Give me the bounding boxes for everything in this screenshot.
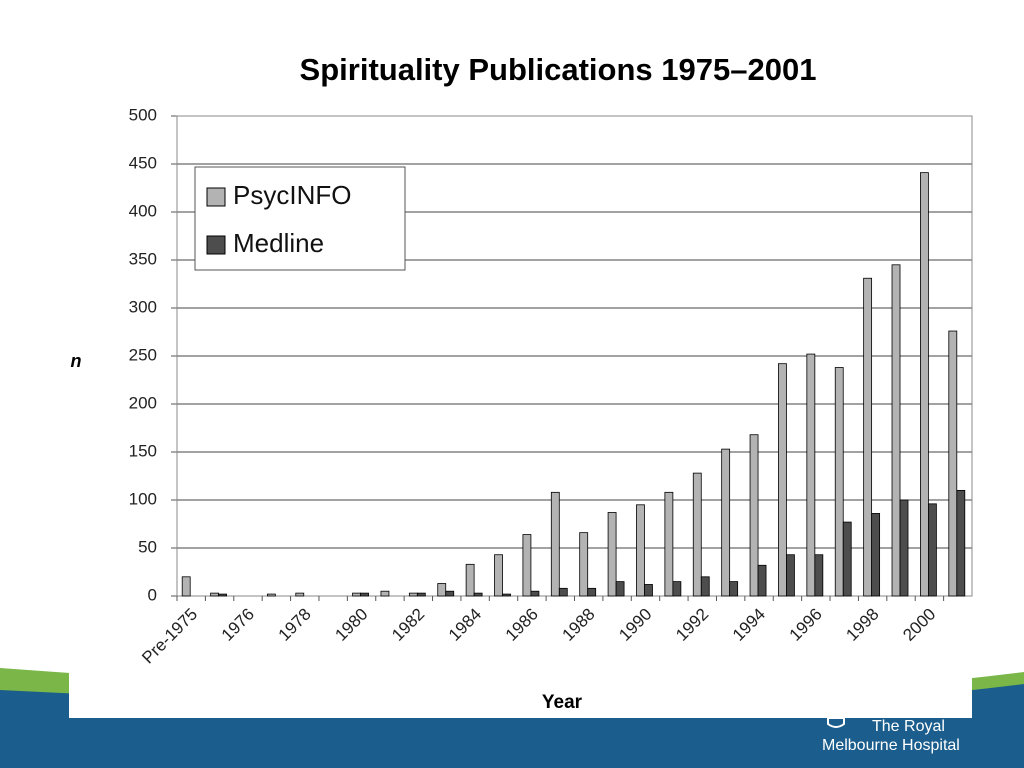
bar bbox=[607, 512, 617, 597]
bar bbox=[210, 592, 219, 597]
bar bbox=[473, 592, 483, 597]
x-axis-label: Year bbox=[542, 692, 583, 713]
bar bbox=[692, 472, 702, 597]
y-axis-label: n bbox=[71, 351, 82, 371]
bar bbox=[928, 503, 937, 597]
legend-swatch bbox=[206, 235, 226, 255]
bar bbox=[522, 534, 532, 597]
bar bbox=[664, 491, 674, 597]
y-tick-label: 150 bbox=[129, 441, 157, 460]
chart-title: Spirituality Publications 1975–2001 bbox=[300, 52, 817, 87]
bar bbox=[266, 593, 276, 597]
bar bbox=[437, 583, 447, 597]
bar bbox=[834, 367, 844, 597]
bar bbox=[749, 434, 759, 597]
y-tick-label: 450 bbox=[129, 153, 157, 172]
bar bbox=[778, 363, 787, 597]
bar bbox=[871, 513, 881, 597]
y-tick-label: 100 bbox=[129, 489, 157, 508]
y-tick-label: 500 bbox=[129, 105, 157, 124]
legend-label: PsycINFO bbox=[233, 180, 351, 210]
y-tick-label: 200 bbox=[129, 393, 157, 412]
bar bbox=[899, 499, 909, 597]
bar bbox=[502, 593, 511, 597]
bar bbox=[445, 590, 455, 597]
legend-box bbox=[194, 166, 406, 271]
y-tick-label: 350 bbox=[129, 249, 157, 268]
y-tick-label: 250 bbox=[129, 345, 157, 364]
bar bbox=[920, 172, 929, 597]
bar bbox=[615, 581, 625, 597]
bar bbox=[956, 489, 966, 597]
bar bbox=[948, 330, 958, 597]
bar bbox=[806, 353, 816, 597]
y-tick-label: 300 bbox=[129, 297, 157, 316]
legend-swatch bbox=[206, 187, 226, 207]
bar bbox=[587, 587, 597, 597]
bar bbox=[700, 576, 710, 597]
bar bbox=[558, 587, 568, 597]
logo-icon bbox=[827, 717, 845, 728]
bar bbox=[721, 448, 731, 597]
legend-label: Medline bbox=[233, 228, 324, 258]
bar bbox=[891, 264, 901, 597]
bar bbox=[814, 554, 824, 597]
bar bbox=[530, 590, 540, 597]
bar bbox=[672, 581, 682, 597]
bar bbox=[352, 592, 361, 597]
bar bbox=[494, 554, 503, 597]
bar bbox=[408, 592, 418, 597]
y-tick-label: 50 bbox=[138, 537, 157, 556]
bar bbox=[550, 491, 560, 597]
bar bbox=[295, 592, 305, 597]
y-tick-label: 400 bbox=[129, 201, 157, 220]
bar bbox=[465, 563, 475, 597]
bar bbox=[842, 521, 852, 597]
bar bbox=[644, 584, 653, 597]
bar bbox=[218, 593, 227, 597]
bar bbox=[181, 576, 191, 597]
bar bbox=[729, 581, 739, 597]
bar bbox=[416, 592, 426, 597]
logo-line: Melbourne Hospital bbox=[822, 737, 960, 754]
bar bbox=[786, 554, 795, 597]
logo-line: The Royal bbox=[872, 718, 945, 735]
bar bbox=[360, 592, 369, 597]
bar bbox=[380, 590, 390, 597]
bar bbox=[757, 564, 767, 597]
bar bbox=[863, 277, 873, 597]
y-tick-label: 0 bbox=[148, 585, 157, 604]
bar bbox=[636, 504, 645, 597]
bar bbox=[579, 532, 589, 597]
